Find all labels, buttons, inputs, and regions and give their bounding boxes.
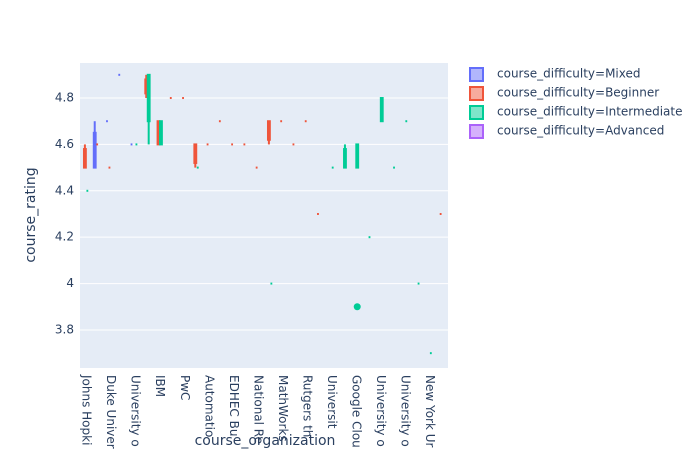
box-body <box>343 148 347 169</box>
legend-label: course_difficulty=Advanced <box>497 124 664 138</box>
x-axis-title: course_organization <box>195 433 336 449</box>
x-tick-label: MathWorks <box>276 375 290 442</box>
x-tick-label: New York Ur <box>423 375 437 448</box>
y-tick-label: 4 <box>66 276 74 290</box>
y-tick-label: 4.4 <box>55 183 74 197</box>
box-body <box>82 148 87 169</box>
x-tick-label: EDHEC Bu <box>227 375 241 436</box>
y-axis-title: course_rating <box>23 167 39 262</box>
box-body <box>92 131 97 169</box>
y-tick-label: 4.2 <box>55 230 74 244</box>
legend-label: course_difficulty=Beginner <box>497 86 659 100</box>
y-tick-label: 4.8 <box>55 91 74 105</box>
legend-swatch <box>469 124 484 139</box>
x-tick-label: University o <box>399 375 413 447</box>
marks <box>82 73 442 355</box>
outlier-point <box>353 303 361 311</box>
legend-swatch <box>469 86 484 101</box>
legend-swatch <box>469 67 484 82</box>
legend-label: course_difficulty=Mixed <box>497 67 640 81</box>
x-tick-label: Google Clou <box>350 375 364 448</box>
x-tick-label: Duke Univer <box>104 375 118 449</box>
plot-area <box>80 63 448 368</box>
x-tick-label: Automatio <box>202 375 216 437</box>
box-body <box>266 120 271 141</box>
x-tick-label: IBM <box>153 375 167 397</box>
x-tick-label: Rutgers th <box>300 375 314 437</box>
x-tick-label: Johns Hopki <box>80 374 94 445</box>
x-tick-label: University o <box>374 375 388 447</box>
x-tick-label: University o <box>129 375 143 447</box>
box-body <box>193 143 198 164</box>
x-tick-label: National Re <box>251 375 265 444</box>
x-tick-label: Universit <box>325 375 339 429</box>
y-tick-label: 4.6 <box>55 137 74 151</box>
grid <box>80 97 448 331</box>
x-tick-label: PwC <box>178 375 192 400</box>
legend-swatch <box>469 105 484 120</box>
y-tick-label: 3.8 <box>55 322 74 336</box>
legend-label: course_difficulty=Intermediate <box>497 105 682 119</box>
